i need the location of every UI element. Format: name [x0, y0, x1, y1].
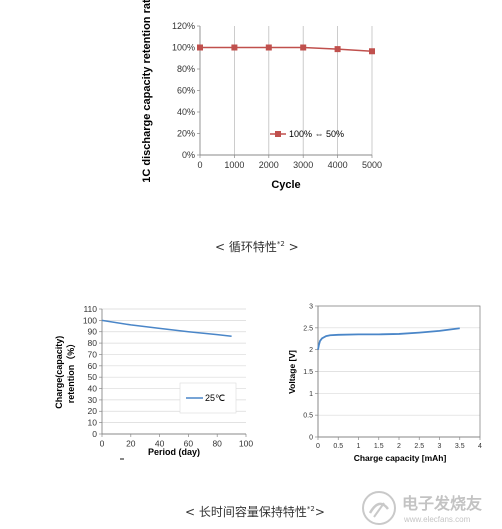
cycle-chart-ylabel: 1C discharge capacity retention rate	[141, 0, 153, 183]
x-tick-label: 60	[184, 439, 194, 449]
y-tick-label: 40	[88, 384, 98, 394]
x-tick-label: 4	[478, 443, 482, 450]
y-tick-label: 60	[88, 361, 98, 371]
y-tick-label: 70	[88, 349, 98, 359]
retention-chart-axes	[99, 308, 247, 437]
watermark-logo-icon	[362, 491, 396, 525]
voltage-chart-xlabel: Charge capacity [mAh]	[354, 453, 447, 463]
watermark: 电子发烧友 www.elecfans.com	[360, 489, 488, 527]
series-line	[200, 46, 373, 53]
cycle-caption: < 循环特性*2 >	[215, 238, 299, 255]
y-tick-label: 2	[309, 347, 313, 354]
y-tick-label: 1	[309, 391, 313, 398]
y-tick-label: 20%	[177, 129, 195, 139]
data-point	[334, 46, 341, 53]
data-point	[231, 44, 238, 51]
y-tick-label: 0	[92, 429, 97, 439]
x-tick-label: 0.5	[333, 443, 343, 450]
y-tick-label: 40%	[177, 107, 195, 117]
x-tick-label: 100	[239, 439, 253, 449]
retention-chart-ylabel-line2: retention（%）	[66, 339, 76, 404]
storage-caption-end: >	[314, 505, 325, 519]
x-tick-label: 40	[155, 439, 165, 449]
cycle-legend-label: 100% ⇔ 50%	[289, 129, 344, 139]
retention-chart-ylabel-line1: Charge(capacity)	[54, 336, 64, 409]
y-tick-label: 90	[88, 327, 98, 337]
y-tick-label: 20	[88, 406, 98, 416]
y-tick-label: 0	[309, 434, 313, 441]
x-tick-label: 3	[438, 443, 442, 450]
y-tick-label: 0%	[182, 150, 195, 160]
cycle-caption-end: >	[284, 240, 299, 254]
voltage-chart-grid	[318, 305, 480, 416]
x-tick-label: 1	[357, 443, 361, 450]
y-tick-label: 1.5	[303, 369, 313, 376]
x-tick-label: 2.5	[414, 443, 424, 450]
small-mark	[120, 458, 124, 460]
x-tick-label: 0	[197, 160, 202, 170]
watermark-wordmark: 电子发烧友 www.elecfans.com	[402, 494, 483, 524]
x-tick-label: 20	[126, 439, 136, 449]
y-tick-label: 30	[88, 395, 98, 405]
retention-legend-label: 25℃	[205, 393, 225, 403]
cycle-chart-legend: 100% ⇔ 50%	[270, 129, 344, 139]
retention-chart-ylabel: Charge(capacity) retention（%）	[54, 333, 76, 409]
x-tick-label: 2000	[259, 160, 279, 170]
retention-chart-grid	[102, 308, 246, 423]
x-tick-label: 1000	[224, 160, 244, 170]
y-tick-label: 110	[83, 304, 97, 314]
series-line	[101, 319, 232, 338]
voltage-chart-series	[317, 327, 460, 350]
x-tick-label: 4000	[328, 160, 348, 170]
y-tick-label: 60%	[177, 86, 195, 96]
series-line	[317, 327, 460, 350]
y-tick-label: 100	[83, 315, 97, 325]
x-tick-label: 0	[100, 439, 105, 449]
y-tick-label: 50	[88, 372, 98, 382]
x-tick-label: 5000	[362, 160, 382, 170]
cycle-chart-series	[197, 44, 375, 55]
x-tick-label: 80	[212, 439, 222, 449]
x-tick-label: 2	[397, 443, 401, 450]
watermark-text: 电子发烧友	[402, 494, 483, 513]
x-tick-label: 3.5	[455, 443, 465, 450]
voltage-chart: 0 0.5 1 1.5 2 2.5 3 0 0.5 1 1.5 2 2.5 3 3.5 4 Charge ca…	[287, 303, 482, 463]
cycle-chart: 0% 20% 40% 60% 80% 100% 120% 0 1000 2000 3000 4000 5…	[141, 0, 382, 191]
legend-marker	[275, 131, 281, 137]
data-point	[265, 44, 272, 51]
y-tick-label: 0.5	[303, 413, 313, 420]
plot-frame	[317, 305, 481, 438]
x-tick-label: 1.5	[374, 443, 384, 450]
y-tick-label: 2.5	[303, 325, 313, 332]
storage-caption-sup: *2	[306, 505, 315, 513]
cycle-chart-xlabel: Cycle	[271, 179, 300, 191]
cycle-caption-text: < 循环特性	[215, 240, 277, 254]
storage-caption: < 长时间容量保持特性*2>	[185, 503, 325, 520]
y-tick-label: 80	[88, 338, 98, 348]
data-point	[300, 44, 307, 51]
data-point	[197, 44, 203, 51]
y-tick-label: 120%	[172, 21, 195, 31]
storage-caption-text: < 长时间容量保持特性	[185, 505, 307, 519]
y-tick-label: 3	[309, 303, 313, 310]
y-tick-label: 80%	[177, 64, 195, 74]
retention-chart-legend: 25℃	[179, 382, 237, 414]
voltage-chart-ylabel: Voltage [V]	[287, 350, 297, 394]
cycle-caption-sup: *2	[276, 240, 285, 248]
data-point	[369, 48, 375, 55]
voltage-chart-axes	[315, 305, 481, 440]
voltage-chart-tick-labels: 0 0.5 1 1.5 2 2.5 3 0 0.5 1 1.5 2 2.5 3 3.5 4	[303, 303, 482, 450]
y-tick-label: 10	[88, 418, 98, 428]
cycle-chart-tick-labels: 0% 20% 40% 60% 80% 100% 120% 0 1000 2000 3000 4000 5…	[172, 21, 382, 170]
y-tick-label: 100%	[172, 43, 195, 53]
retention-chart-xlabel: Period (day)	[148, 447, 200, 457]
x-tick-label: 0	[316, 443, 320, 450]
watermark-url: www.elecfans.com	[403, 515, 471, 524]
x-tick-label: 3000	[293, 160, 313, 170]
retention-chart-series	[101, 319, 232, 338]
